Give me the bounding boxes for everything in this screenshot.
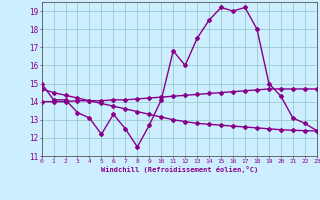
X-axis label: Windchill (Refroidissement éolien,°C): Windchill (Refroidissement éolien,°C) — [100, 166, 258, 173]
